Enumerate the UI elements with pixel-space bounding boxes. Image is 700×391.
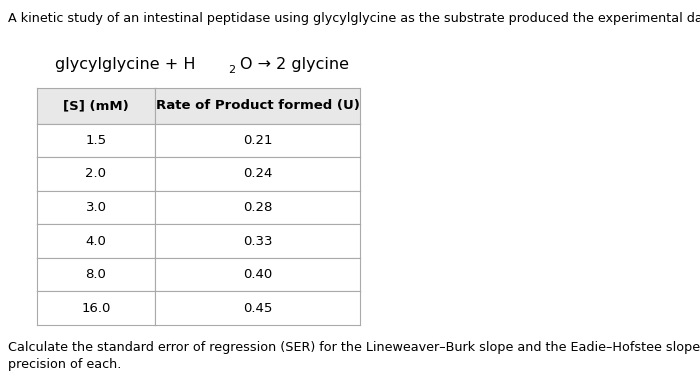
Text: precision of each.: precision of each. (8, 358, 121, 371)
Text: 0.28: 0.28 (243, 201, 272, 214)
Text: 2.0: 2.0 (85, 167, 106, 180)
Text: A kinetic study of an intestinal peptidase using glycylglycine as the substrate : A kinetic study of an intestinal peptida… (8, 12, 700, 25)
Text: 0.45: 0.45 (243, 302, 272, 315)
Text: 0.40: 0.40 (243, 268, 272, 281)
Text: [S] (mM): [S] (mM) (63, 99, 129, 112)
Text: 0.24: 0.24 (243, 167, 272, 180)
Text: 0.33: 0.33 (243, 235, 272, 248)
Text: 0.21: 0.21 (243, 134, 272, 147)
Text: Calculate the standard error of regression (SER) for the Lineweaver–Burk slope a: Calculate the standard error of regressi… (8, 341, 700, 354)
Text: Rate of Product formed (U): Rate of Product formed (U) (155, 99, 359, 112)
Text: O → 2 glycine: O → 2 glycine (240, 57, 349, 72)
Text: glycylglycine + H: glycylglycine + H (55, 57, 195, 72)
Text: 3.0: 3.0 (85, 201, 106, 214)
Text: 2: 2 (228, 65, 235, 75)
Text: 8.0: 8.0 (85, 268, 106, 281)
Text: 16.0: 16.0 (81, 302, 111, 315)
Text: 1.5: 1.5 (85, 134, 106, 147)
Text: 4.0: 4.0 (85, 235, 106, 248)
